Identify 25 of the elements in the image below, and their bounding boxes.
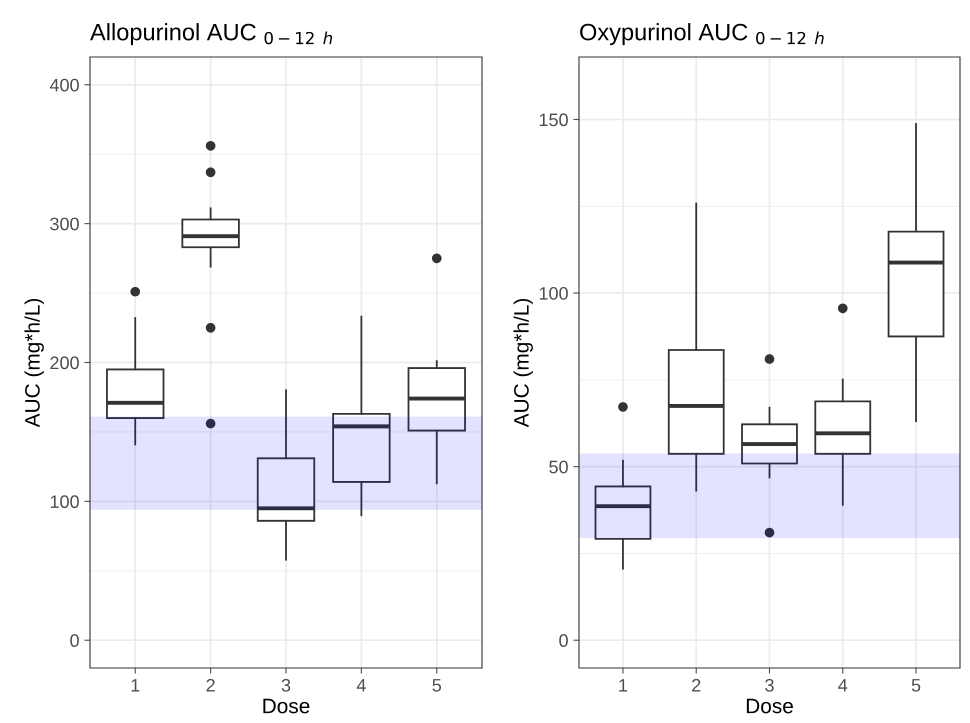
x-tick-label: 1 <box>619 679 628 692</box>
chart-title: Allopurinol AUC $_{0−12 h}$ <box>90 23 332 46</box>
x-tick-label: 2 <box>692 678 700 692</box>
y-tick-label: 50 <box>549 460 568 474</box>
y-tick-label: 200 <box>50 356 79 370</box>
x-tick-label: 3 <box>765 678 774 692</box>
x-tick-label: 2 <box>206 678 215 692</box>
y-tick-label: 100 <box>50 495 79 508</box>
chart-title: Oxypurinol AUC $_{0−12 h}$ <box>580 23 824 46</box>
y-tick-label: 400 <box>50 78 79 92</box>
x-tick-label: 5 <box>432 679 442 692</box>
y-tick-label: 0 <box>70 634 79 647</box>
x-tick-label: 3 <box>282 678 290 692</box>
y-tick-label: 0 <box>559 634 568 647</box>
x-tick-label: 4 <box>838 679 848 692</box>
y-axis-title: AUC (mg*h/L) <box>513 298 533 428</box>
x-tick-label: 1 <box>132 679 140 692</box>
x-axis-title: Dose <box>746 698 793 714</box>
y-tick-label: 300 <box>50 218 79 230</box>
x-axis-title: Dose <box>263 698 310 714</box>
y-tick-label: 150 <box>540 113 568 126</box>
y-axis-title: AUC (mg*h/L) <box>24 298 44 428</box>
y-tick-label: 100 <box>540 287 568 300</box>
x-tick-label: 5 <box>912 679 920 692</box>
x-tick-label: 4 <box>356 679 366 692</box>
